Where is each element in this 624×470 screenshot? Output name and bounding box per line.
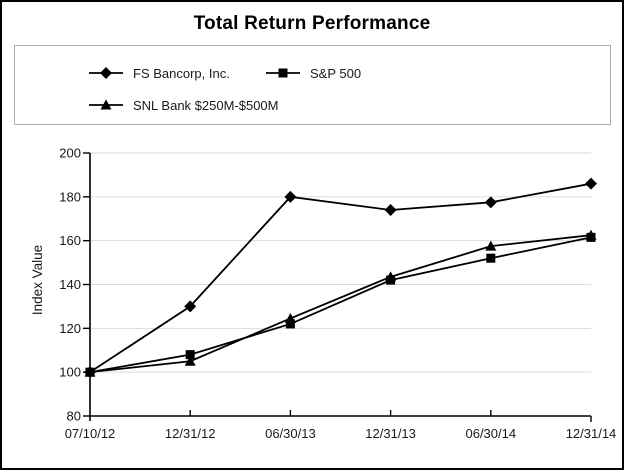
- x-tick-label: 12/31/12: [165, 426, 216, 441]
- triangle-marker-icon: [100, 99, 112, 110]
- square-marker-icon: [486, 253, 496, 263]
- square-marker-icon: [285, 319, 295, 329]
- y-tick-label: 120: [59, 321, 81, 336]
- x-tick-label: 06/30/13: [265, 426, 316, 441]
- triangle-marker-icon: [84, 366, 96, 377]
- legend-box: FS Bancorp, Inc. S&P 500 SNL Bank $250M-…: [14, 45, 611, 125]
- x-tick-label: 07/10/12: [65, 426, 116, 441]
- triangle-marker-icon: [585, 229, 597, 240]
- legend-label-snl-bank: SNL Bank $250M-$500M: [133, 97, 279, 113]
- legend-label-fs-bancorp: FS Bancorp, Inc.: [133, 65, 230, 81]
- triangle-marker-icon: [385, 271, 397, 282]
- triangle-marker-icon: [284, 312, 296, 323]
- triangle-marker-icon: [184, 355, 196, 366]
- chart-title: Total Return Performance: [193, 13, 431, 34]
- legend-label-sp500: S&P 500: [310, 65, 362, 81]
- diamond-marker-icon: [184, 300, 197, 313]
- y-axis-title: Index Value: [30, 245, 45, 315]
- y-tick-label: 200: [59, 146, 81, 161]
- legend-entry-sp500: S&P 500: [266, 65, 361, 81]
- triangle-series-icon: [89, 99, 123, 110]
- diamond-marker-icon: [100, 67, 112, 79]
- x-tick-label: 12/31/13: [365, 426, 416, 441]
- y-tick-label: 100: [59, 365, 81, 380]
- x-tick-label: 12/31/14: [566, 426, 617, 441]
- square-marker-icon: [185, 350, 195, 360]
- square-marker-icon: [278, 68, 288, 78]
- diamond-marker-icon: [384, 203, 397, 216]
- square-series-icon: [266, 68, 300, 78]
- diamond-marker-icon: [585, 177, 597, 190]
- diamond-marker-icon: [284, 190, 297, 203]
- x-tick-label: 06/30/14: [465, 426, 516, 441]
- series-line-1: [89, 236, 592, 374]
- series-line-0: [89, 182, 592, 373]
- y-tick-label: 140: [59, 277, 81, 292]
- y-tick-label: 80: [67, 409, 81, 424]
- diamond-series-icon: [89, 67, 123, 79]
- series-line-2: [89, 234, 592, 374]
- triangle-marker-icon: [485, 240, 497, 251]
- y-tick-label: 180: [59, 189, 81, 204]
- y-tick-label: 160: [59, 233, 81, 248]
- legend-entry-snl-bank: SNL Bank $250M-$500M: [89, 97, 279, 113]
- diamond-marker-icon: [484, 196, 497, 209]
- legend-entry-fs-bancorp: FS Bancorp, Inc.: [89, 65, 230, 81]
